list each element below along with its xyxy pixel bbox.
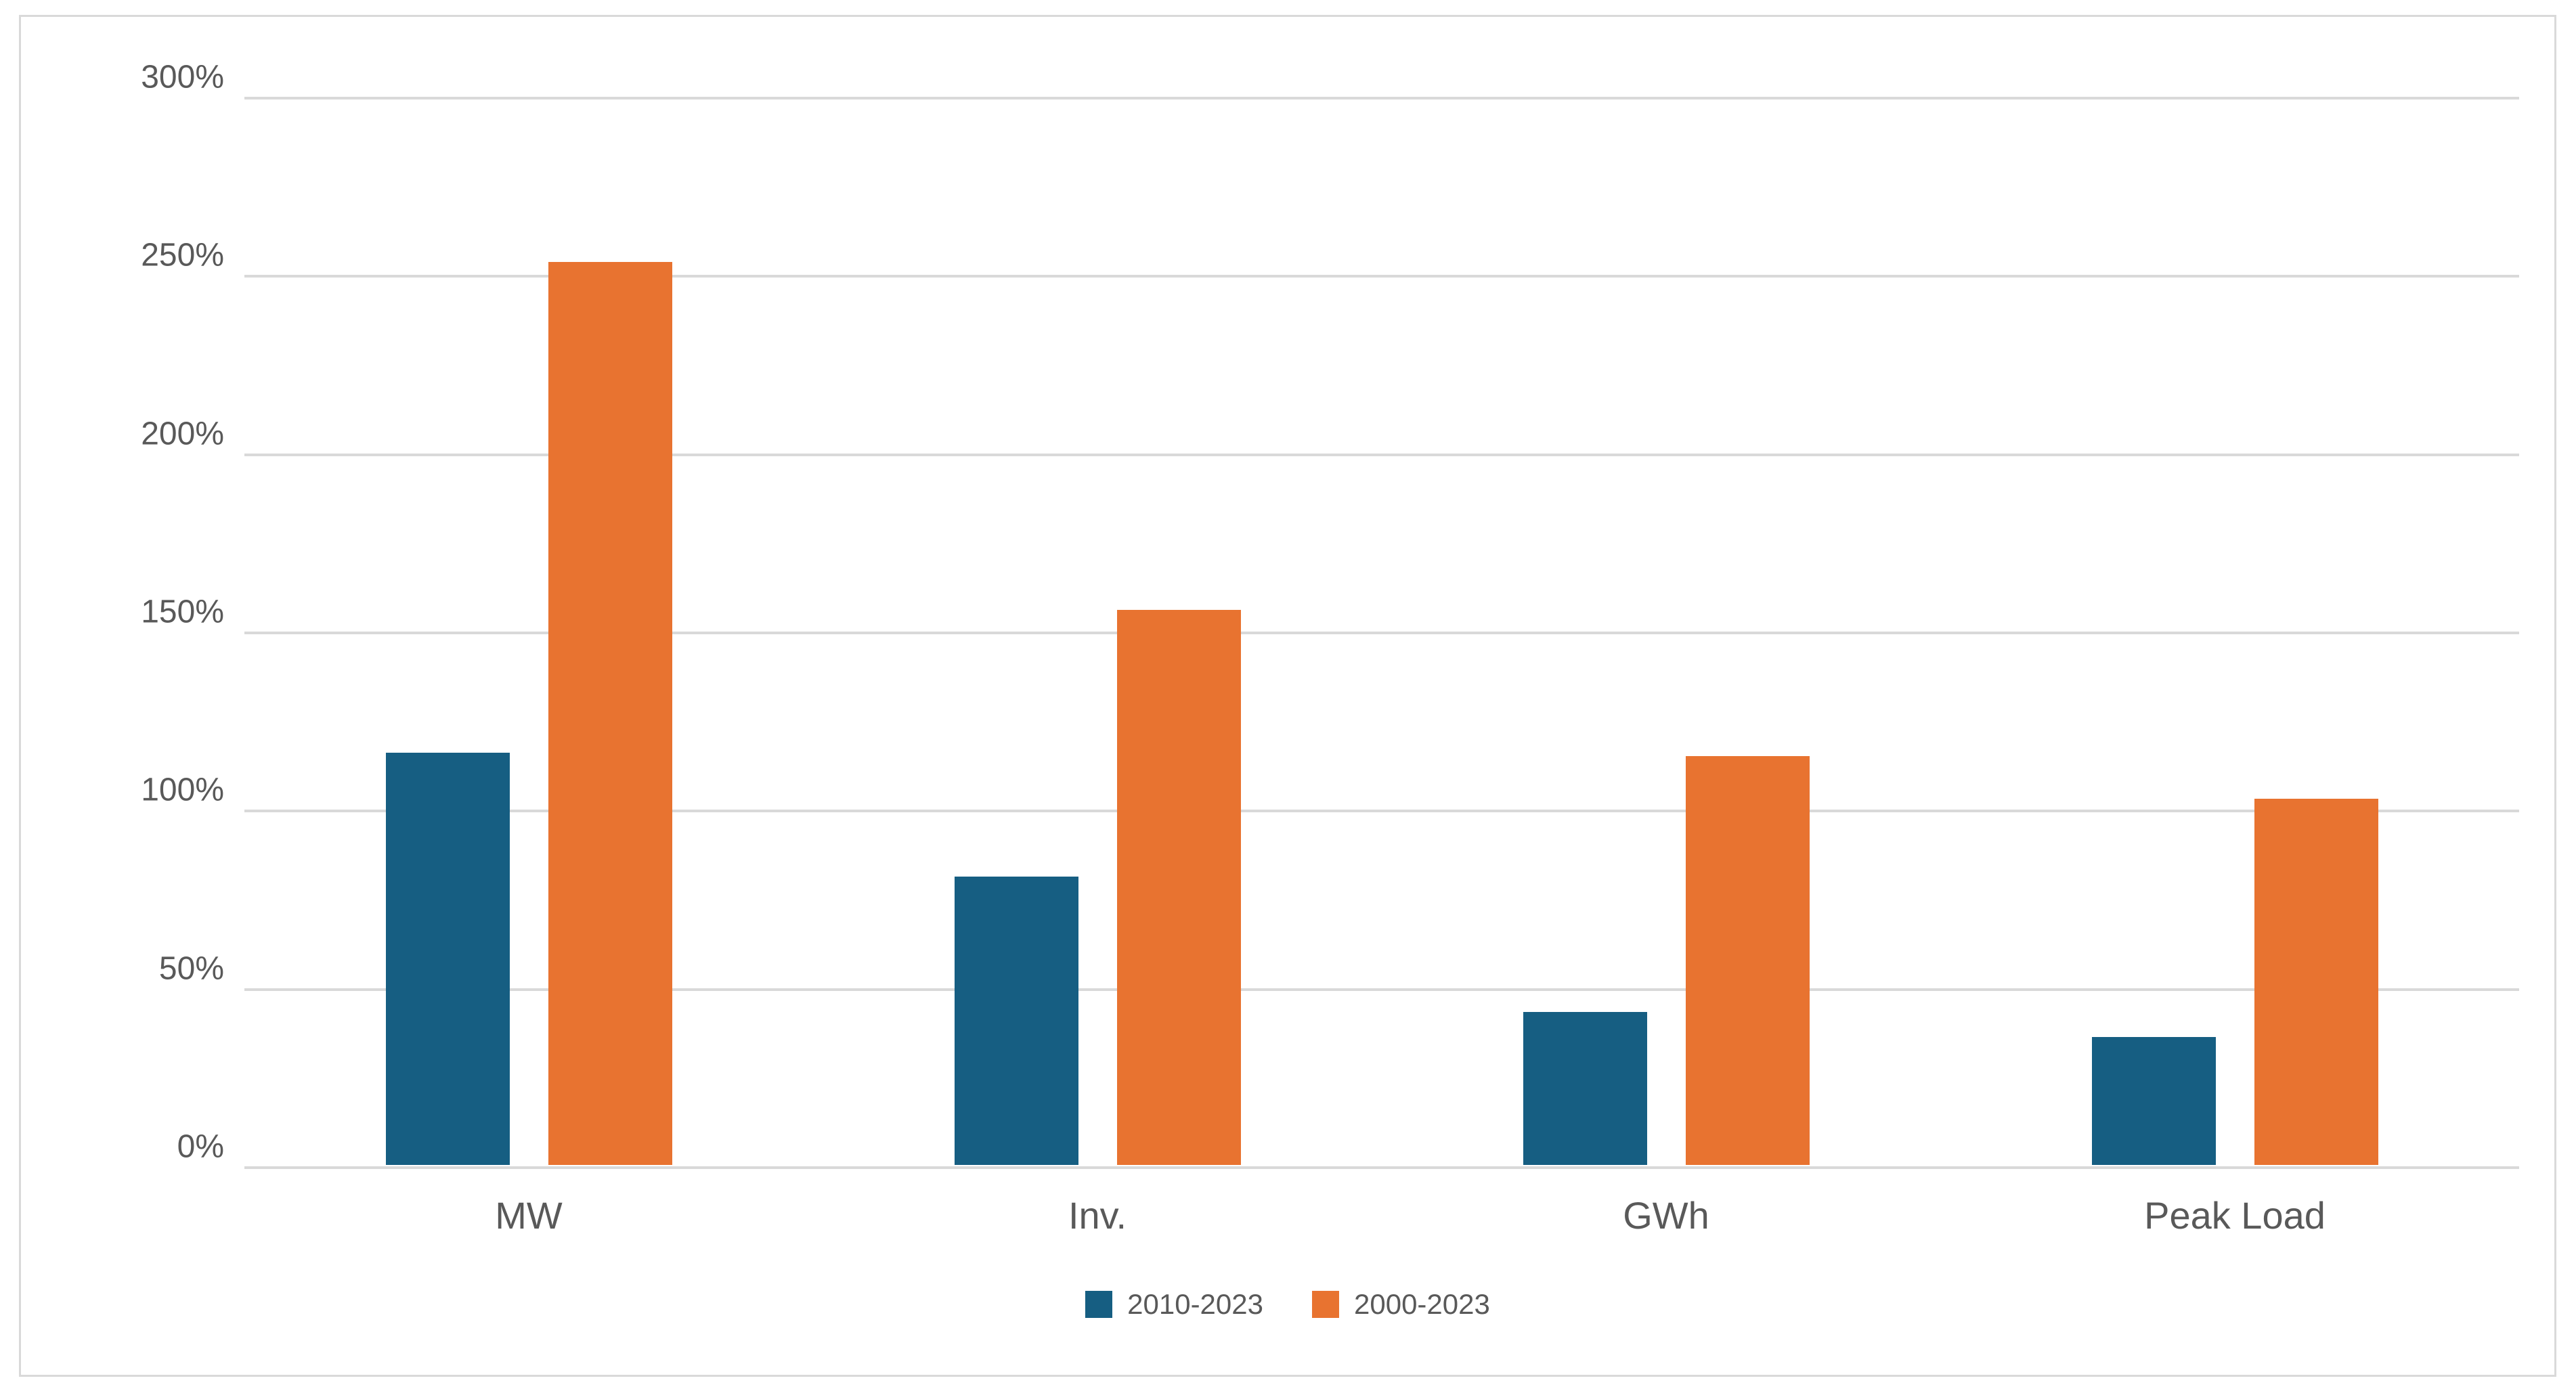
bar-group-gwh: [1382, 98, 1950, 1165]
bar-group-peak-load: [1950, 98, 2519, 1165]
bar-2000-2023-peak-load: [2254, 798, 2378, 1165]
gridline: [244, 988, 2519, 991]
plot-area: [244, 97, 2519, 1169]
y-tick-label: 150%: [141, 594, 224, 630]
gridline: [244, 632, 2519, 634]
bar-2010-2023-gwh: [1523, 1012, 1647, 1165]
x-axis-labels: MW Inv. GWh Peak Load: [244, 1193, 2519, 1237]
x-axis-label-peak-load: Peak Load: [2144, 1194, 2326, 1237]
legend-swatch-2000-2023: [1312, 1291, 1339, 1318]
x-axis-label-mw: MW: [495, 1194, 563, 1237]
gridline: [244, 275, 2519, 278]
legend: 2010-2023 2000-2023: [21, 1288, 2554, 1321]
gridline: [244, 97, 2519, 100]
y-axis: 0% 50% 100% 150% 200% 250% 300%: [21, 60, 224, 1168]
bar-2010-2023-inv-: [954, 877, 1078, 1165]
bar-2010-2023-mw: [385, 752, 510, 1165]
y-tick-label: 250%: [141, 237, 224, 273]
bar-group-mw: [244, 98, 813, 1165]
x-axis-label-inv-: Inv.: [1068, 1194, 1127, 1237]
bar-groups-container: [244, 98, 2519, 1165]
legend-item-2010-2023: 2010-2023: [1085, 1288, 1263, 1321]
gridline: [244, 810, 2519, 813]
gridline: [244, 1166, 2519, 1169]
x-axis-label-gwh: GWh: [1623, 1194, 1709, 1237]
legend-label: 2010-2023: [1127, 1288, 1263, 1320]
bar-2000-2023-inv-: [1116, 610, 1241, 1165]
legend-item-2000-2023: 2000-2023: [1312, 1288, 1490, 1321]
y-tick-label: 200%: [141, 416, 224, 452]
bar-group-inv-: [813, 98, 1382, 1165]
y-tick-label: 50%: [158, 950, 224, 987]
bar-2000-2023-gwh: [1685, 755, 1810, 1165]
legend-label: 2000-2023: [1354, 1288, 1490, 1320]
y-tick-label: 0%: [177, 1128, 224, 1165]
gridline: [244, 453, 2519, 456]
legend-swatch-2010-2023: [1085, 1291, 1113, 1318]
y-tick-label: 300%: [141, 59, 224, 95]
bar-2000-2023-mw: [548, 261, 672, 1165]
bar-2010-2023-peak-load: [2091, 1036, 2216, 1165]
chart-frame: 0% 50% 100% 150% 200% 250% 300% MW Inv. GWh Peak …: [19, 15, 2556, 1377]
y-tick-label: 100%: [141, 772, 224, 808]
